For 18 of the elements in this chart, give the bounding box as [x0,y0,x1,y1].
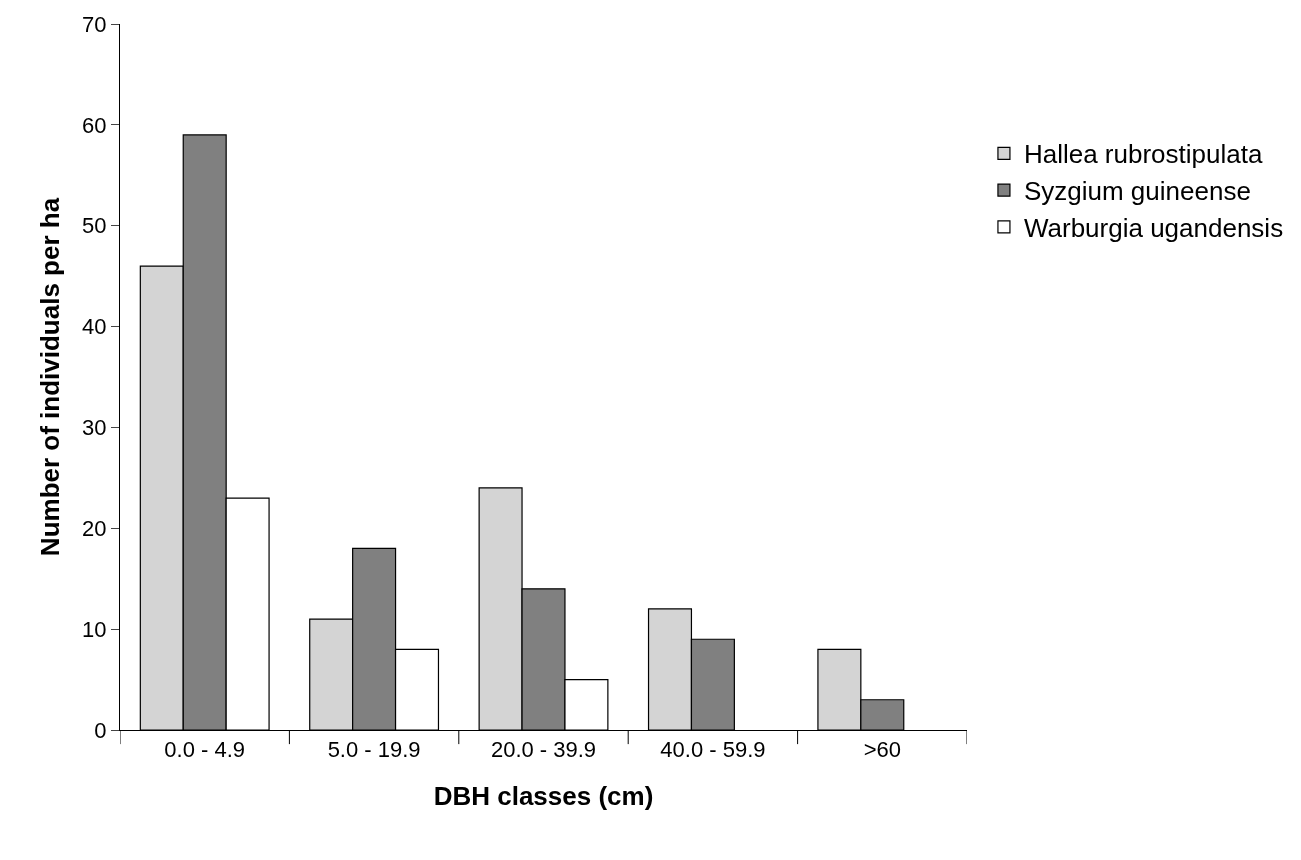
x-tick-label: 5.0 - 19.9 [327,737,421,763]
y-tick-label: 40 [82,314,107,340]
y-tick-label: 0 [94,717,107,743]
legend-label: Warburgia ugandensis [1023,213,1284,244]
y-tick-label: 50 [82,213,107,239]
y-tick-label: 10 [82,616,107,642]
x-tick-label: >60 [863,737,901,763]
x-tick-label: 0.0 - 4.9 [164,737,246,763]
x-axis-title: DBH classes (cm) [433,781,654,812]
y-axis-title: Number of individuals per ha [34,197,65,557]
y-tick-label: 30 [82,415,107,441]
y-tick-label: 60 [82,112,107,138]
x-tick-label: 40.0 - 59.9 [660,737,766,763]
legend-label: Hallea rubrostipulata [1023,139,1263,170]
legend-label: Syzgium guineense [1023,176,1251,207]
y-tick-label: 20 [82,515,107,541]
y-tick-label: 70 [82,11,107,37]
x-tick-label: 20.0 - 39.9 [490,737,597,763]
